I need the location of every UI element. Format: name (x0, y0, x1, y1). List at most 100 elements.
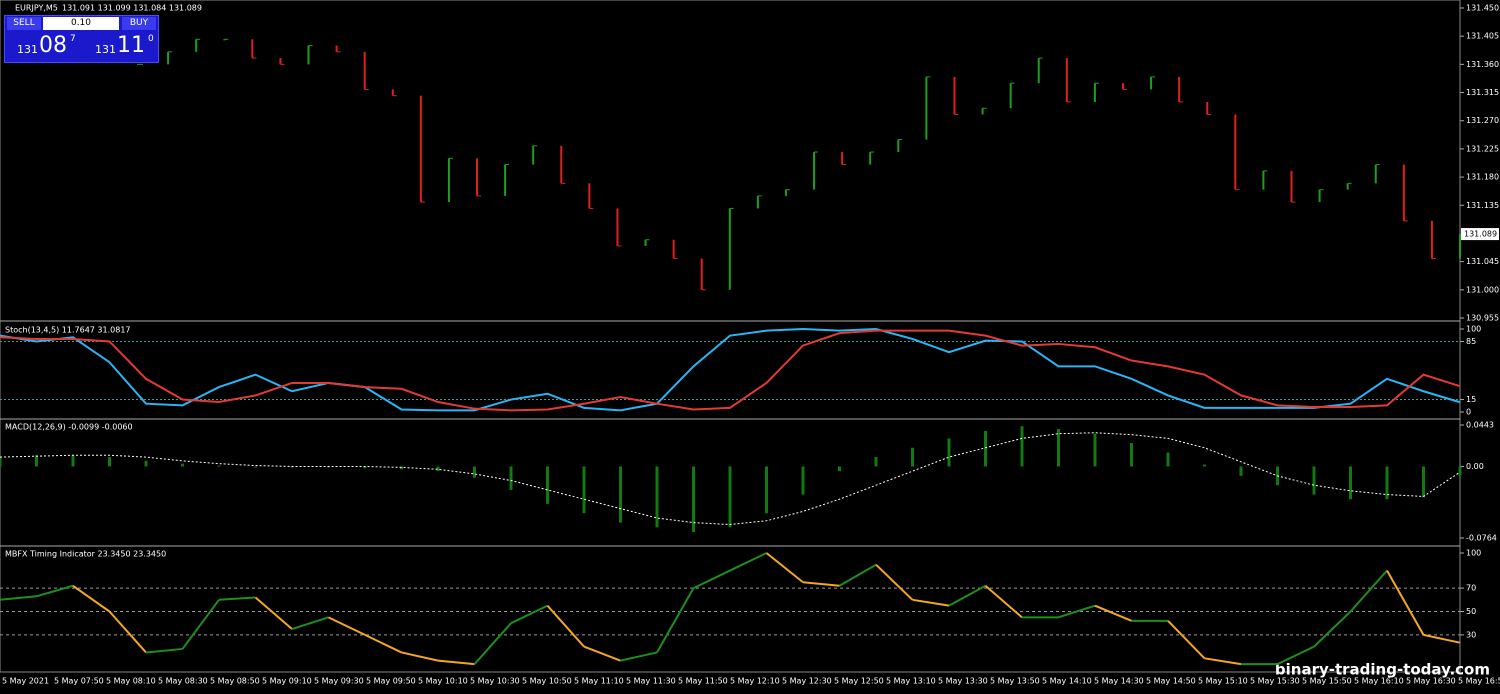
y-tick-label: 30 (1466, 630, 1476, 639)
candle (1346, 183, 1349, 190)
mbfx-segment (291, 616, 329, 631)
candle (897, 139, 900, 153)
x-tick-label: 5 May 10:30 (470, 677, 520, 686)
y-tick-label: 131.135 (1466, 201, 1499, 210)
y-tick-label: 85 (1466, 337, 1476, 346)
mbfx-segment (1204, 657, 1242, 666)
sell-prefix: 131 (17, 43, 38, 56)
y-tick-label: 0.0443 (1466, 421, 1494, 430)
candle (1262, 170, 1265, 190)
macd-bar (0, 457, 2, 467)
trade-panel: SELL 0.10 BUY 131 08 7 131 11 0 (4, 15, 159, 63)
y-tick-label: 131.000 (1466, 285, 1499, 294)
mbfx-segment (1423, 633, 1461, 644)
mbfx-segment (620, 651, 658, 662)
candle (307, 45, 310, 65)
macd-bar (1385, 466, 1389, 500)
stoch-main (0, 327, 1461, 412)
candle (1093, 83, 1096, 102)
x-tick-label: 5 May 14:10 (1042, 677, 1092, 686)
candle (981, 108, 984, 115)
sell-pips[interactable]: 08 (39, 33, 67, 58)
y-tick-label: 130.955 (1466, 314, 1499, 323)
mbfx-segment (145, 647, 183, 654)
macd-bar (217, 465, 221, 467)
mbfx-segment (401, 651, 439, 662)
x-tick-label: 5 May 14:30 (1094, 677, 1144, 686)
lot-input[interactable]: 0.10 (43, 17, 119, 30)
macd-bar (801, 466, 805, 495)
macd-bar (1239, 466, 1243, 476)
buy-pips[interactable]: 11 (117, 33, 145, 58)
candle (616, 208, 619, 246)
current-price: 131.089 (1464, 230, 1497, 239)
mbfx-segment (72, 584, 111, 613)
x-tick-label: 5 May 07:50 (54, 677, 104, 686)
macd-bar (655, 466, 659, 528)
candle (1402, 164, 1405, 221)
sell-fraction: 7 (70, 34, 76, 44)
mbfx-label: MBFX Timing Indicator 23.3450 23.3450 (5, 550, 166, 559)
macd-bar (911, 447, 914, 467)
mbfx-segment (1277, 645, 1315, 666)
stoch-label: Stoch(13,4,5) 11.7647 31.0817 (5, 326, 131, 335)
candle (1150, 76, 1153, 90)
candle (476, 158, 479, 196)
x-tick-label: 5 May 12:10 (730, 677, 780, 686)
x-tick-label: 5 May 08:30 (158, 677, 208, 686)
candle (447, 158, 450, 203)
sell-button[interactable]: SELL (7, 17, 41, 30)
macd-bar (1166, 452, 1170, 467)
price-marker (1461, 228, 1499, 241)
macd-bar (71, 455, 75, 467)
mbfx-segment (510, 604, 548, 625)
macd-bar (874, 457, 878, 467)
macd-bar (582, 466, 586, 514)
macd-bar (1203, 464, 1206, 467)
macd-bar (1130, 443, 1133, 467)
macd-bar (1422, 466, 1425, 498)
mbfx-segment (729, 552, 767, 572)
macd-bar (473, 466, 476, 478)
candle (1459, 234, 1461, 259)
y-tick-label: 100 (1466, 549, 1481, 558)
ohlc: 131.091 131.099 131.084 131.089 (62, 4, 202, 13)
x-tick-label: 5 May 12:30 (782, 677, 832, 686)
candle (251, 39, 254, 59)
macd-bar (254, 466, 257, 468)
x-tick-label: 5 May 13:10 (886, 677, 936, 686)
macd-bar (35, 455, 38, 467)
macd-bar (765, 466, 768, 514)
y-tick-label: 100 (1466, 325, 1481, 334)
x-tick-label: 5 May 15:50 (1302, 677, 1352, 686)
mbfx-segment (765, 552, 804, 584)
candle (841, 152, 844, 165)
buy-button[interactable]: BUY (122, 17, 156, 30)
candle (672, 239, 675, 259)
macd-bar (144, 460, 148, 467)
candle (1037, 58, 1040, 84)
candle (167, 51, 170, 65)
candle (953, 76, 956, 115)
candle (1234, 114, 1237, 190)
mbfx-segment (181, 599, 220, 650)
candle (644, 239, 647, 246)
candle (1206, 101, 1209, 115)
y-tick-label: 70 (1466, 584, 1476, 593)
mbfx-segment (0, 595, 37, 601)
mbfx-segment (1313, 610, 1352, 648)
x-tick-label: 5 May 13:50 (990, 677, 1040, 686)
y-tick-label: 50 (1466, 607, 1476, 616)
macd-signal (0, 432, 1461, 526)
candle (363, 51, 366, 90)
y-tick-label: 15 (1466, 395, 1476, 404)
x-tick-label: 5 May 12:50 (834, 677, 884, 686)
x-tick-label: 5 May 16:10 (1354, 677, 1404, 686)
macd-bar (728, 466, 732, 528)
x-tick-label: 5 May 13:30 (938, 677, 988, 686)
candle (419, 95, 422, 203)
mbfx-segment (583, 645, 621, 662)
x-tick-label: 5 May 08:50 (210, 677, 260, 686)
